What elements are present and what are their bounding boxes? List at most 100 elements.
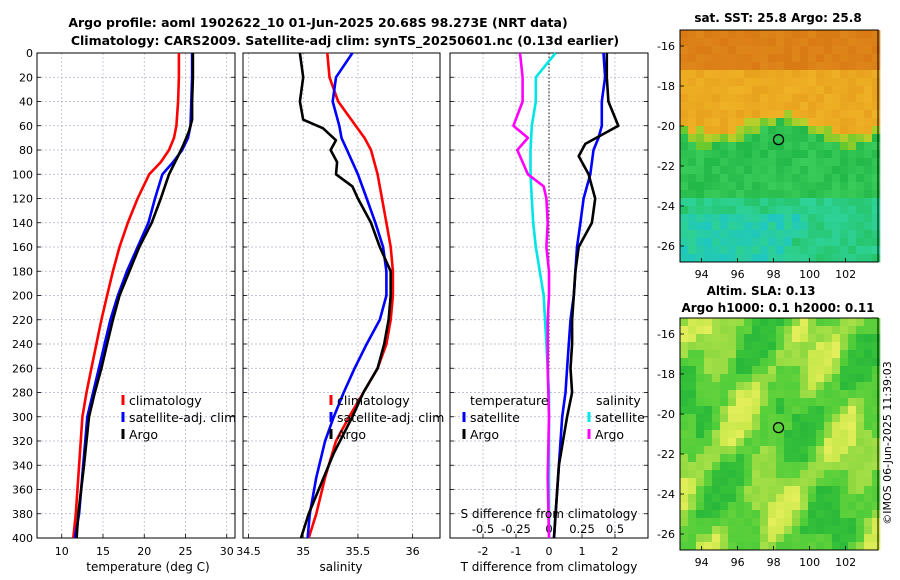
- sst-map-cell: [728, 118, 737, 127]
- sla-map-cell: [768, 406, 777, 415]
- sst-map-cell: [704, 182, 713, 191]
- sla-map-cell: [712, 454, 721, 463]
- sla-map-cell: [776, 422, 785, 431]
- sla-map-cell: [872, 318, 881, 327]
- sla-map-cell: [792, 478, 801, 487]
- sst-map-cell: [824, 134, 833, 143]
- sla-map-cell: [840, 534, 849, 543]
- sst-map-cell: [832, 62, 841, 71]
- sst-map-cell: [832, 78, 841, 87]
- sst-map-cell: [792, 110, 801, 119]
- sla-map-cell: [712, 318, 721, 327]
- sst-map-cell: [856, 222, 865, 231]
- sla-map-cell: [864, 526, 873, 535]
- sst-map-cell: [832, 206, 841, 215]
- sst-map-cell: [840, 102, 849, 111]
- sla-map-cell: [872, 462, 881, 471]
- sla-map-cell: [808, 334, 817, 343]
- sst-map-cell: [688, 54, 697, 63]
- sla-map-cell: [792, 342, 801, 351]
- sla-map-cell: [752, 430, 761, 439]
- sst-map-cell: [848, 30, 857, 39]
- sla-map-cell: [680, 358, 689, 367]
- sst-map-cell: [720, 54, 729, 63]
- sla-map-cell: [696, 342, 705, 351]
- sst-map-xtick-label: 98: [767, 268, 781, 281]
- sst-map-cell: [800, 54, 809, 63]
- sla-map-cell: [816, 390, 825, 399]
- sst-map-cell: [712, 150, 721, 159]
- sla-map-cell: [704, 494, 713, 503]
- sla-map-cell: [704, 446, 713, 455]
- sst-map-cell: [704, 206, 713, 215]
- sla-map-cell: [816, 358, 825, 367]
- sst-map-cell: [760, 214, 769, 223]
- sst-map-cell: [864, 118, 873, 127]
- sla-map-cell: [688, 342, 697, 351]
- sla-map-cell: [752, 358, 761, 367]
- sla-map-cell: [856, 406, 865, 415]
- sla-map-cell: [832, 542, 841, 551]
- sla-map-cell: [752, 366, 761, 375]
- sst-map-cell: [872, 190, 881, 199]
- sst-map-cell: [848, 126, 857, 135]
- sla-map-cell: [784, 542, 793, 551]
- sla-map-cell: [752, 422, 761, 431]
- sst-map-cell: [680, 142, 689, 151]
- sst-map-cell: [736, 142, 745, 151]
- sst-map-cell: [760, 118, 769, 127]
- sla-map-cell: [736, 366, 745, 375]
- sla-map-cell: [792, 358, 801, 367]
- sla-map-cell: [824, 494, 833, 503]
- sst-map-cell: [728, 222, 737, 231]
- sst-map-cell: [704, 214, 713, 223]
- sla-map-cell: [816, 542, 825, 551]
- sla-map-cell: [728, 358, 737, 367]
- sst-map-cell: [752, 246, 761, 255]
- sst-map-cell: [712, 214, 721, 223]
- sst-map-cell: [744, 102, 753, 111]
- sst-map-cell: [872, 30, 881, 39]
- sla-map-cell: [680, 422, 689, 431]
- sst-map-cell: [680, 158, 689, 167]
- sla-map-cell: [824, 510, 833, 519]
- sst-map-cell: [768, 70, 777, 79]
- sst-map-cell: [760, 38, 769, 47]
- sla-map-cell: [816, 494, 825, 503]
- sst-map-cell: [696, 102, 705, 111]
- sla-map-cell: [848, 542, 857, 551]
- sst-map-cell: [808, 30, 817, 39]
- sst-map-cell: [720, 134, 729, 143]
- sst-map-cell: [736, 134, 745, 143]
- sst-map-cell: [848, 94, 857, 103]
- sla-map-cell: [872, 486, 881, 495]
- sst-map-cell: [712, 206, 721, 215]
- sla-map-cell: [824, 502, 833, 511]
- sla-map-cell: [720, 462, 729, 471]
- sst-map-cell: [752, 206, 761, 215]
- sst-map-cell: [784, 190, 793, 199]
- sla-map-cell: [856, 318, 865, 327]
- sst-map-cell: [840, 206, 849, 215]
- sla-map-cell: [864, 518, 873, 527]
- sst-map-cell: [688, 94, 697, 103]
- sst-map-cell: [872, 126, 881, 135]
- sla-map-cell: [848, 366, 857, 375]
- sst-map-cell: [712, 62, 721, 71]
- sst-map-cell: [736, 158, 745, 167]
- sla-map-cell: [832, 486, 841, 495]
- sst-map-cell: [728, 254, 737, 263]
- sst-map-cell: [832, 142, 841, 151]
- sla-map-cell: [864, 462, 873, 471]
- sst-map-cell: [768, 46, 777, 55]
- sst-map-cell: [864, 62, 873, 71]
- sst-map-cell: [736, 94, 745, 103]
- sla-map-cell: [840, 462, 849, 471]
- sst-map-cell: [744, 78, 753, 87]
- sst-map-cell: [784, 198, 793, 207]
- sla-map-cell: [720, 510, 729, 519]
- sla-map-cell: [768, 342, 777, 351]
- sst-map-cell: [760, 46, 769, 55]
- sla-map-cell: [816, 350, 825, 359]
- sst-map-cell: [744, 110, 753, 119]
